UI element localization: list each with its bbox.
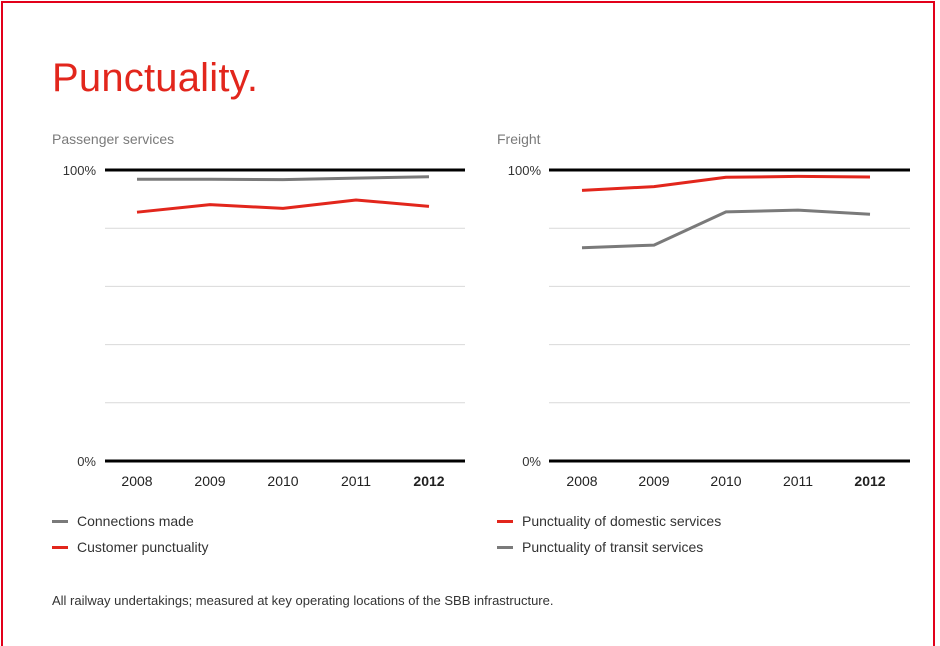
freight-legend: Punctuality of domestic services Punctua…: [497, 508, 721, 560]
legend-label: Connections made: [77, 513, 194, 529]
x-tick-label: 2009: [638, 473, 669, 489]
x-tick-label: 2010: [710, 473, 741, 489]
legend-item: Customer punctuality: [52, 534, 209, 560]
x-tick-label: 2012: [854, 473, 885, 489]
x-tick-label: 2008: [566, 473, 597, 489]
legend-swatch-gray: [52, 520, 68, 523]
legend-swatch-red: [52, 546, 68, 549]
legend-label: Punctuality of transit services: [522, 539, 703, 555]
legend-item: Punctuality of domestic services: [497, 508, 721, 534]
legend-item: Connections made: [52, 508, 209, 534]
legend-label: Punctuality of domestic services: [522, 513, 721, 529]
footnote: All railway undertakings; measured at ke…: [52, 593, 553, 608]
series-line: [582, 176, 870, 190]
y-tick-label: 100%: [508, 163, 542, 178]
legend-label: Customer punctuality: [77, 539, 209, 555]
legend-swatch-red: [497, 520, 513, 523]
x-tick-label: 2011: [783, 473, 813, 489]
y-tick-label: 0%: [522, 454, 541, 469]
legend-swatch-gray: [497, 546, 513, 549]
legend-item: Punctuality of transit services: [497, 534, 721, 560]
series-line: [582, 210, 870, 248]
passenger-legend: Connections made Customer punctuality: [52, 508, 209, 560]
